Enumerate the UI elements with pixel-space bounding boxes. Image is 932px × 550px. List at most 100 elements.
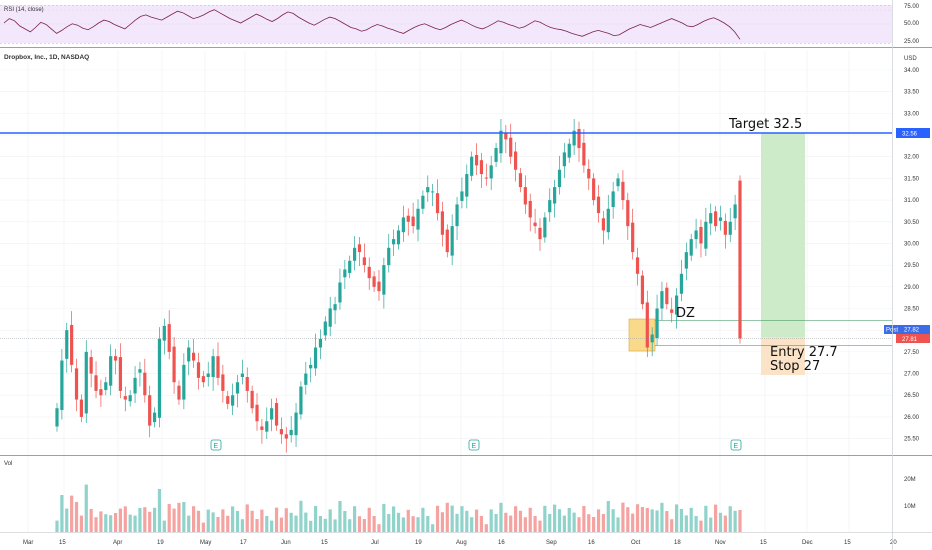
volume-bar <box>328 509 332 532</box>
candle-body <box>709 213 713 224</box>
loss-zone[interactable] <box>761 337 805 375</box>
volume-bar <box>177 502 181 532</box>
volume-bar <box>699 520 703 532</box>
profit-zone[interactable] <box>761 133 805 337</box>
time-axis-label: 19 <box>415 540 422 546</box>
price-scale-label: 26.00 <box>904 415 920 421</box>
volume-bar <box>401 517 405 532</box>
volume-bar <box>450 505 454 532</box>
candle-body <box>162 325 166 341</box>
candle-body <box>592 178 596 201</box>
candle-body <box>128 395 132 402</box>
volume-bar <box>587 514 591 532</box>
volume-bar <box>523 517 527 532</box>
candle-body <box>528 200 532 218</box>
volume-bar <box>567 508 571 532</box>
time-axis-label: 15 <box>321 540 328 546</box>
candle-body <box>79 399 83 417</box>
candle-body <box>572 130 576 146</box>
volume-bar <box>562 515 566 532</box>
candle-body <box>133 377 137 394</box>
volume-bar <box>138 508 142 532</box>
volume-bar <box>196 510 201 532</box>
volume-bar <box>104 514 108 532</box>
candle-body <box>240 373 244 378</box>
candle-body <box>65 330 69 359</box>
candle-body <box>733 204 737 219</box>
volume-bar <box>109 515 113 532</box>
candle-body <box>523 187 527 205</box>
candle-body <box>352 247 357 261</box>
time-axis-label: Nov <box>715 540 726 546</box>
candle-body <box>460 191 464 201</box>
volume-bar <box>548 514 552 532</box>
volume-bar <box>689 507 693 532</box>
volume-bar <box>606 501 610 532</box>
candle-body <box>479 160 484 175</box>
stop-label: Stop 27 <box>770 359 820 374</box>
volume-bar <box>733 510 737 532</box>
volume-bar <box>221 509 225 532</box>
candle-body <box>109 356 113 386</box>
earnings-marker[interactable]: E <box>210 439 222 451</box>
volume-bar <box>392 506 396 532</box>
volume-bar <box>411 516 415 532</box>
volume-bar <box>738 510 742 532</box>
price-scale-label: 28.50 <box>904 307 920 313</box>
volume-bar <box>655 510 659 532</box>
volume-bar <box>245 504 249 532</box>
earnings-marker[interactable]: E <box>730 439 742 451</box>
volume-bar <box>499 502 503 532</box>
svg-text:E: E <box>472 443 477 450</box>
earnings-marker[interactable]: E <box>468 439 480 451</box>
time-axis-label: Jul <box>371 540 379 546</box>
candle-body <box>455 204 459 227</box>
volume-bar <box>94 517 98 532</box>
volume-bar <box>679 509 684 532</box>
candle-body <box>377 281 381 292</box>
candle-body <box>84 351 88 414</box>
candle-body <box>650 334 654 343</box>
candle-body <box>270 408 274 420</box>
volume-bar <box>684 515 688 532</box>
volume-bar <box>143 507 147 532</box>
rsi-line <box>3 9 741 40</box>
candle-body <box>138 369 142 373</box>
candle-body <box>704 221 708 249</box>
volume-bar <box>431 524 435 532</box>
volume-bar <box>470 517 474 532</box>
volume-bar <box>289 512 293 532</box>
candle-body <box>299 386 303 415</box>
volume-bar <box>192 506 196 532</box>
candle-body <box>567 143 571 158</box>
price-pane[interactable]: Dropbox, Inc., 1D, NASDAQ USD Target 32.… <box>0 50 917 532</box>
candle-body <box>699 226 703 244</box>
volume-pane[interactable]: Vol 20M 10M <box>4 461 916 532</box>
volume-bar <box>338 501 342 532</box>
volume-bar <box>596 509 601 532</box>
target-label: Target 32.5 <box>728 117 802 132</box>
volume-bar <box>479 516 484 532</box>
candle-body <box>499 130 503 154</box>
candle-body <box>694 230 698 240</box>
candle-body <box>362 257 366 266</box>
price-scale-label: 27.50 <box>904 350 920 356</box>
price-scale-label: 32.00 <box>904 155 920 161</box>
volume-bar <box>157 489 162 532</box>
volume-title: Vol <box>4 461 12 467</box>
volume-bar <box>323 518 327 532</box>
candle-body <box>118 357 123 391</box>
symbol-title[interactable]: Dropbox, Inc., 1D, NASDAQ <box>4 54 89 61</box>
candle-body <box>655 308 659 338</box>
price-scale[interactable]: 34.0033.5033.0032.5032.0031.5031.0030.50… <box>904 68 920 443</box>
candle-body <box>167 324 171 352</box>
rsi-scale-25: 25.00 <box>904 39 920 45</box>
candles[interactable] <box>55 119 742 453</box>
time-axis[interactable]: Mar 15 Apr 19 May 17 Jun 15 Jul 19 Aug 16 Sep 16 Oct 18… <box>23 540 897 546</box>
rsi-pane: RSI (14, close) 75.00 50.00 25.00 <box>0 4 920 45</box>
volume-bar <box>635 504 640 532</box>
candle-body <box>343 269 347 278</box>
volume-bar <box>484 524 488 532</box>
candle-body <box>518 173 523 188</box>
